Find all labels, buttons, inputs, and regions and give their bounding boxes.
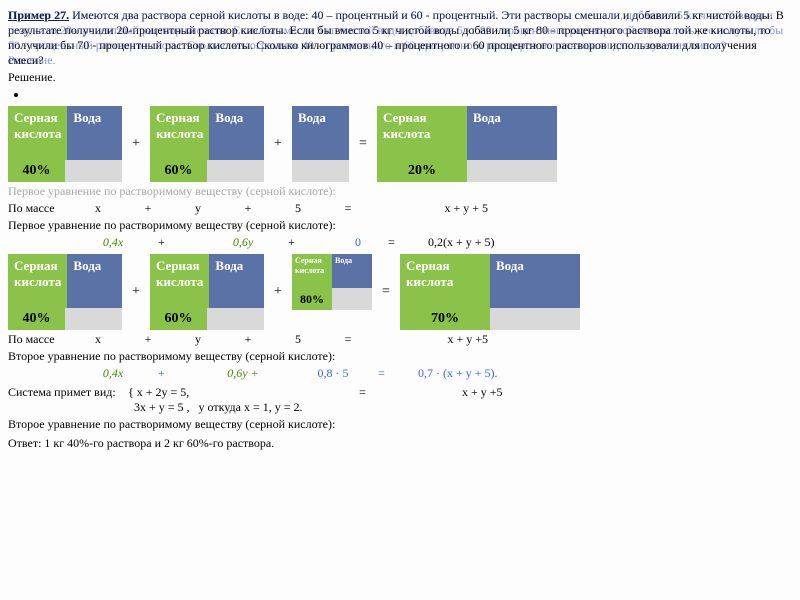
- example-label: Пример 27.: [8, 8, 69, 22]
- percent-20: 20%: [377, 160, 467, 182]
- percent-80: 80%: [292, 288, 332, 310]
- mass-line-1: По массе x + y + 5 = x + y + 5: [8, 201, 792, 216]
- second-equation: 0,4x + 0,6y + 0,8 · 5 = 0,7 · (x + y + 5…: [8, 366, 792, 381]
- problem-text: Имеются два раствора серной кислоты в во…: [8, 8, 784, 67]
- problem-statement: Пример 27. Имеются два раствора серной к…: [8, 8, 792, 68]
- percent-60: 60%: [150, 160, 207, 182]
- water-only-box: Вода: [292, 106, 349, 182]
- second-eq-label-repeat: Второе уравнение по растворимому веществ…: [8, 417, 792, 432]
- first-equation: 0,4x + 0,6y + 0 = 0,2(x + y + 5): [8, 235, 792, 250]
- solution-label: Решение.: [8, 70, 792, 85]
- blank-cell: [65, 160, 122, 182]
- percent-40: 40%: [8, 160, 65, 182]
- result-box-1: Серная кислота Вода 20%: [377, 106, 557, 182]
- equals-op: =: [349, 106, 377, 182]
- percent-70: 70%: [400, 308, 490, 330]
- system-line: Система примет вид: { x + 2y = 5, 3x + y…: [8, 385, 792, 415]
- first-eq-label: Первое уравнение по растворимому веществ…: [8, 218, 792, 233]
- diagram-row-1: Серная кислота Вода 40% + Серная кислота…: [8, 106, 792, 182]
- mass-line-2: По массе x + y + 5 = x + y +5: [8, 332, 792, 347]
- plus-op: +: [122, 106, 150, 182]
- case-list: [8, 87, 792, 102]
- answer: Ответ: 1 кг 40%-го раствора и 2 кг 60%-г…: [8, 436, 792, 451]
- acid-header: Серная кислота: [8, 106, 67, 160]
- water-header: Вода: [67, 106, 122, 160]
- mix-box-1: Серная кислота Вода 40%: [8, 106, 122, 182]
- mix-box-1b: Серная кислота Вода 40%: [8, 254, 122, 330]
- diagram-row-2: Серная кислота Вода 40% + Серная кислота…: [8, 254, 792, 330]
- first-eq-label-ghost: Первое уравнение по растворимому веществ…: [8, 184, 792, 199]
- second-eq-label: Второе уравнение по растворимому веществ…: [8, 349, 792, 364]
- mix-box-2: Серная кислота Вода 60%: [150, 106, 264, 182]
- plus-op: +: [264, 106, 292, 182]
- mix-box-2b: Серная кислота Вода 60%: [150, 254, 264, 330]
- mix-box-80: Серная кислота Вода 80%: [292, 254, 372, 330]
- result-box-2: Серная кислота Вода 70%: [400, 254, 580, 330]
